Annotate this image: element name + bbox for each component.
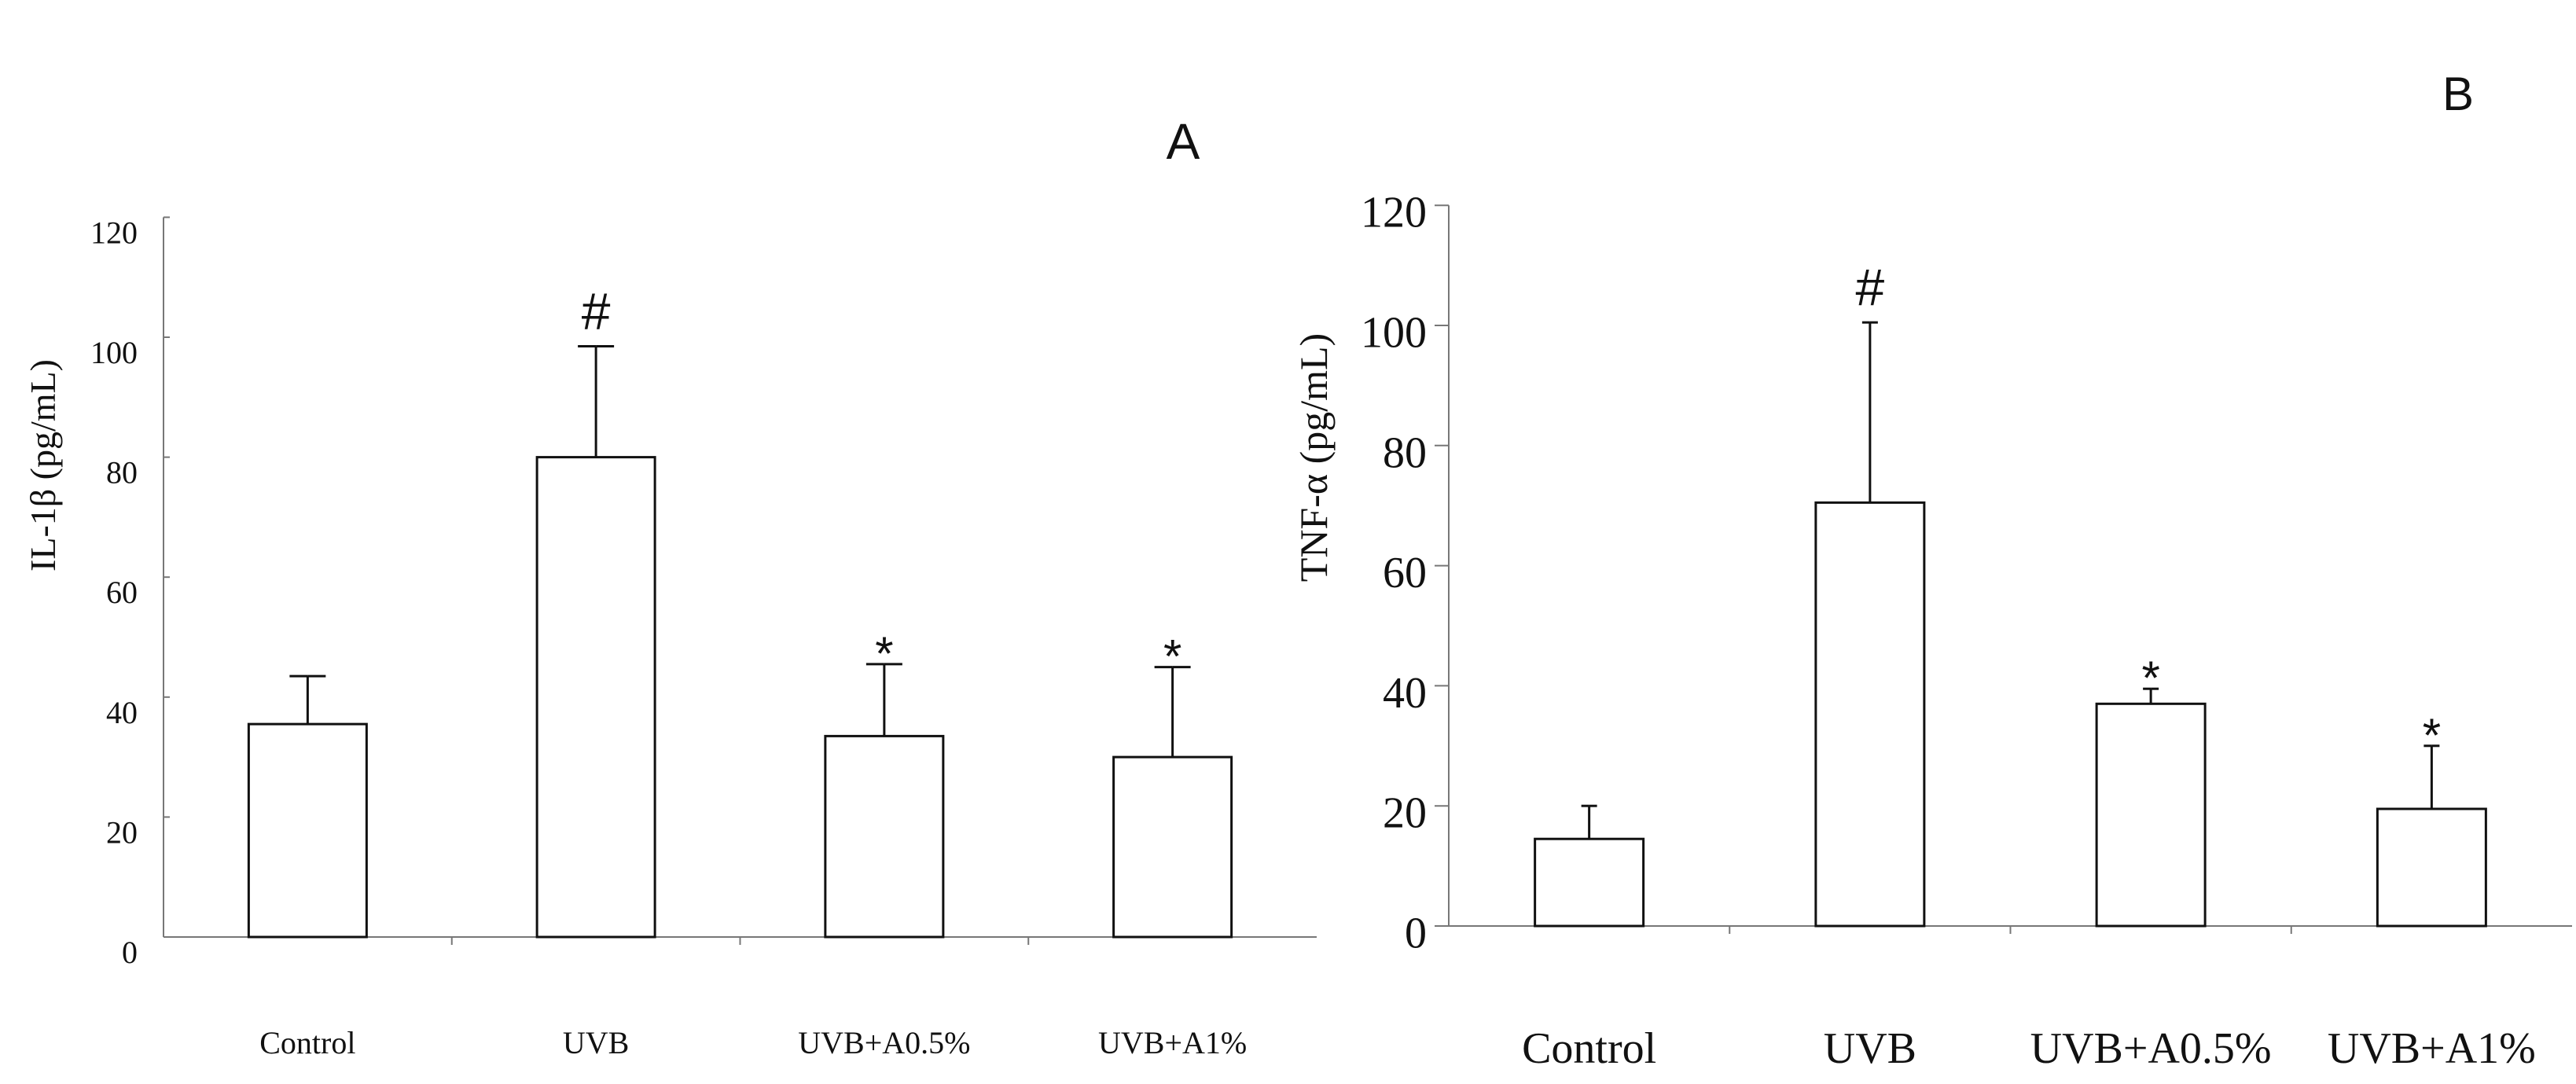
x-category-label: UVB+A1% <box>2328 1024 2536 1073</box>
significance-star: * <box>2141 652 2159 704</box>
x-category-label: UVB+A0.5% <box>2030 1024 2272 1073</box>
x-category-label: UVB+A0.5% <box>798 1025 970 1060</box>
panel-b: 0 20 40 60 80 100 120 TNF-α (pg/mL) Control # UVB *… <box>1292 68 2572 1073</box>
significance-star: * <box>2423 709 2441 762</box>
y-tick-label: 40 <box>106 695 138 730</box>
y-tick-label: 20 <box>106 814 138 850</box>
bar-1 <box>1814 501 1926 928</box>
significance-hash: # <box>582 281 611 340</box>
y-tick-label: 100 <box>1361 309 1427 358</box>
panel-a: 0 20 40 60 80 100 120 IL-1β (pg/mL) Control # UVB *… <box>23 113 1317 1060</box>
y-axis-label: IL-1β (pg/mL) <box>23 359 63 571</box>
y-tick-label: 60 <box>106 575 138 610</box>
x-category-label: UVB+A1% <box>1098 1025 1247 1060</box>
x-category-label: UVB <box>563 1025 629 1060</box>
bar-3 <box>2376 807 2487 928</box>
panel-label: B <box>2442 68 2474 120</box>
bar-1 <box>535 456 656 939</box>
bar-2 <box>824 734 945 939</box>
significance-star: * <box>1163 630 1181 683</box>
significance-star: * <box>875 627 893 680</box>
y-tick-label: 60 <box>1383 549 1427 597</box>
significance-hash: # <box>1856 258 1885 316</box>
panel-label: A <box>1167 113 1200 170</box>
y-tick-label: 120 <box>1361 189 1427 237</box>
x-category-label: Control <box>259 1025 355 1060</box>
y-tick-label: 100 <box>90 335 138 370</box>
y-tick-label: 80 <box>1383 428 1427 477</box>
bar-0 <box>247 722 368 939</box>
y-tick-label: 80 <box>106 455 138 491</box>
x-category-label: Control <box>1522 1024 1656 1073</box>
bar-0 <box>1534 837 1645 928</box>
x-category-label: UVB <box>1824 1024 1916 1073</box>
y-tick-label: 40 <box>1383 669 1427 718</box>
y-tick-label: 0 <box>1405 909 1427 958</box>
y-tick-label: 120 <box>90 215 138 250</box>
y-tick-label: 0 <box>122 935 138 970</box>
y-axis-label: TNF-α (pg/mL) <box>1292 333 1336 582</box>
y-tick-label: 20 <box>1383 789 1427 838</box>
bar-3 <box>1112 755 1233 939</box>
bar-2 <box>2095 702 2207 928</box>
